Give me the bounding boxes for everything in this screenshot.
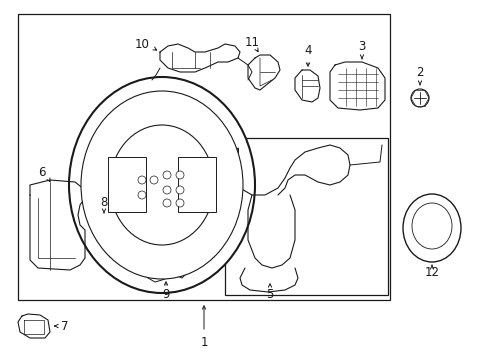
Circle shape <box>163 171 171 179</box>
Circle shape <box>452 238 456 240</box>
Ellipse shape <box>69 77 255 293</box>
Ellipse shape <box>403 194 461 262</box>
Ellipse shape <box>110 125 214 245</box>
Circle shape <box>409 230 412 234</box>
Circle shape <box>138 191 146 199</box>
Text: 6: 6 <box>38 166 46 179</box>
Circle shape <box>409 224 412 226</box>
Text: 5: 5 <box>266 288 274 302</box>
Text: 7: 7 <box>61 320 69 333</box>
Text: 3: 3 <box>358 40 366 53</box>
Circle shape <box>411 89 429 107</box>
Text: 2: 2 <box>416 66 424 78</box>
Circle shape <box>163 199 171 207</box>
Text: 1: 1 <box>200 336 208 348</box>
Bar <box>178 157 216 212</box>
Circle shape <box>452 224 456 226</box>
Circle shape <box>138 176 146 184</box>
Text: 4: 4 <box>304 44 312 57</box>
Text: 8: 8 <box>100 195 108 208</box>
Circle shape <box>452 216 456 220</box>
Bar <box>18 14 390 300</box>
Circle shape <box>452 230 456 234</box>
Circle shape <box>176 186 184 194</box>
Ellipse shape <box>81 91 243 279</box>
Ellipse shape <box>412 203 452 249</box>
Bar <box>108 157 146 212</box>
Circle shape <box>176 199 184 207</box>
Text: 11: 11 <box>245 36 260 49</box>
Circle shape <box>409 238 412 240</box>
Text: 12: 12 <box>424 266 440 279</box>
Text: 9: 9 <box>162 288 170 302</box>
Circle shape <box>150 176 158 184</box>
Bar <box>225 138 388 295</box>
Circle shape <box>163 186 171 194</box>
Circle shape <box>409 216 412 220</box>
Circle shape <box>176 171 184 179</box>
Text: 10: 10 <box>135 37 149 50</box>
